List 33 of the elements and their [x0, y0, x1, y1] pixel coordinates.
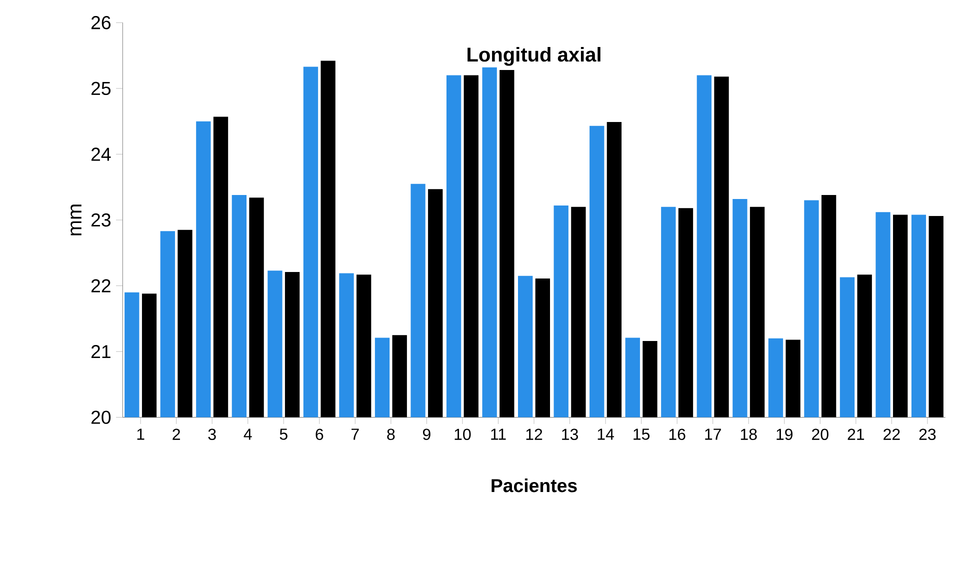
- y-tick-label: 22: [91, 279, 110, 292]
- x-axis-title: Pacientes: [492, 478, 577, 492]
- x-tick-label: 4: [244, 428, 252, 440]
- x-tick-label: 17: [705, 428, 721, 440]
- x-tick-label: 12: [526, 428, 542, 440]
- x-tick-label: 19: [776, 428, 793, 440]
- x-tick-label: 11: [491, 428, 506, 440]
- x-tick-label: 2: [172, 428, 180, 440]
- x-tick-label: 16: [669, 428, 686, 440]
- text: Longitud axial: [468, 47, 600, 66]
- x-tick-label: 6: [316, 428, 324, 440]
- x-tick-label: 3: [208, 428, 216, 440]
- y-tick-label: 20: [91, 410, 111, 424]
- y-tick-label: 24: [91, 148, 111, 161]
- y-tick-label: 26: [91, 16, 110, 30]
- y-tick-label: 23: [91, 213, 110, 227]
- x-tick-label: 23: [919, 428, 936, 440]
- x-tick-label: 1: [137, 428, 144, 440]
- x-tick-label: 10: [454, 428, 471, 440]
- y-tick-label: 25: [91, 82, 111, 96]
- x-tick-label: 21: [848, 428, 864, 440]
- x-tick-label: 7: [352, 428, 359, 440]
- x-tick-label: 22: [884, 428, 900, 440]
- x-tick-label: 13: [562, 428, 578, 440]
- x-tick-label: 5: [280, 428, 288, 440]
- x-tick-label: 15: [634, 428, 650, 440]
- x-tick-label: 9: [423, 428, 430, 440]
- x-tick-label: 18: [740, 428, 757, 440]
- x-tick-label: 14: [598, 428, 614, 440]
- x-tick-label: 8: [387, 428, 395, 440]
- y-tick-label: 21: [91, 345, 110, 358]
- y-axis-title: mm: [70, 204, 82, 236]
- x-tick-label: 20: [812, 428, 828, 440]
